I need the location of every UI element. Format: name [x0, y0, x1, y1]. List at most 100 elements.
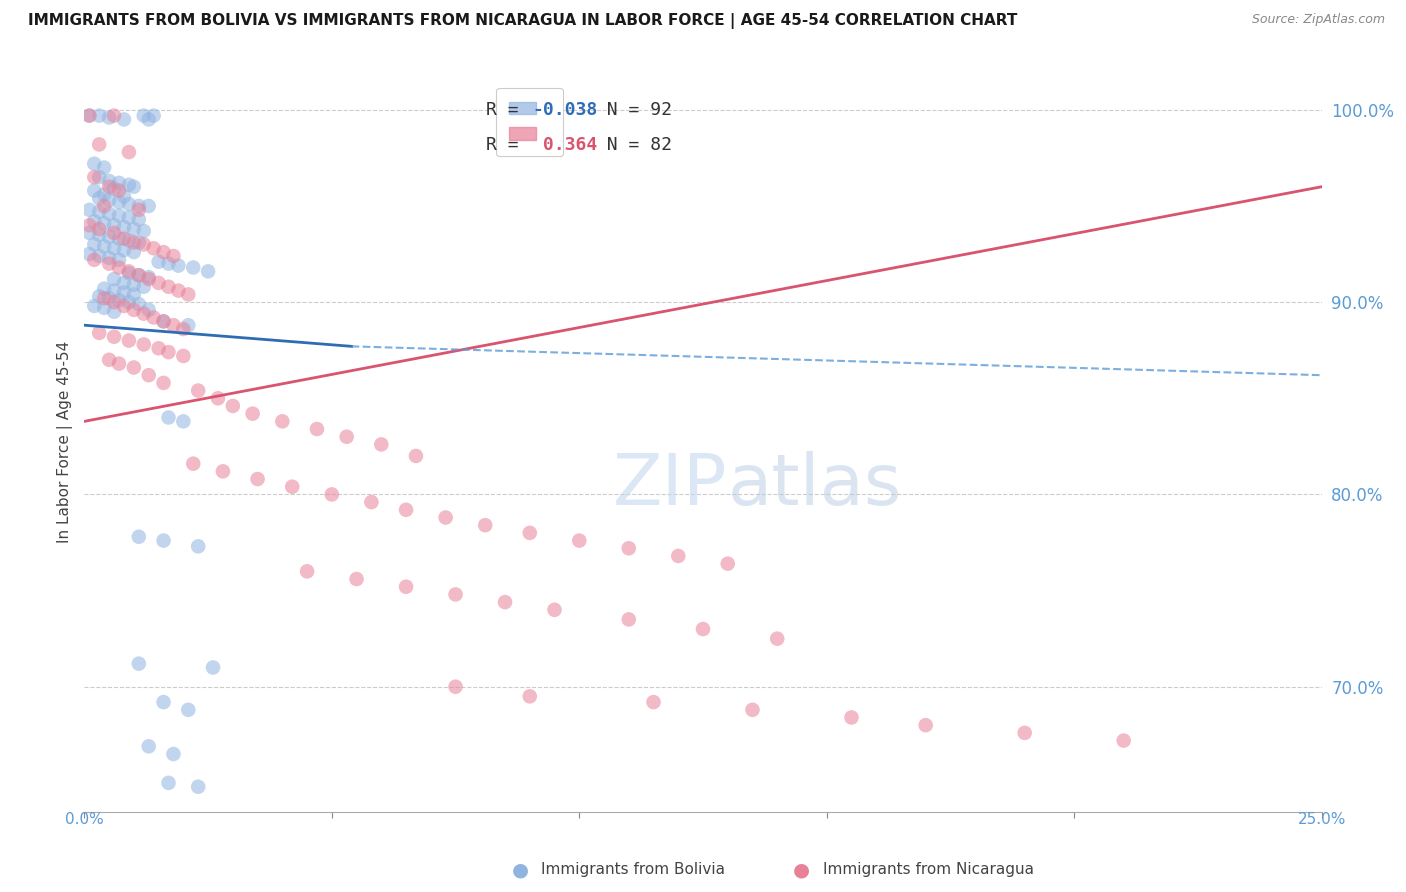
Text: 25.0%: 25.0%: [1298, 812, 1346, 827]
Immigrants from Bolivia: [98, 229, 121, 244]
Immigrants from Bolivia: [128, 657, 150, 671]
Immigrants from Nicaragua: [98, 352, 121, 367]
Immigrants from Nicaragua: [519, 690, 541, 704]
Immigrants from Nicaragua: [138, 368, 160, 383]
Immigrants from Bolivia: [98, 111, 121, 125]
Text: ZIP: ZIP: [613, 451, 728, 520]
Immigrants from Nicaragua: [841, 710, 863, 724]
Immigrants from Nicaragua: [271, 414, 294, 428]
Immigrants from Bolivia: [89, 191, 111, 205]
Text: Source: ZipAtlas.com: Source: ZipAtlas.com: [1251, 13, 1385, 27]
Immigrants from Nicaragua: [1112, 733, 1135, 747]
Immigrants from Bolivia: [83, 184, 105, 198]
Immigrants from Bolivia: [112, 220, 135, 235]
Immigrants from Bolivia: [83, 299, 105, 313]
Immigrants from Bolivia: [118, 266, 141, 280]
Immigrants from Bolivia: [98, 193, 121, 207]
Immigrants from Bolivia: [89, 289, 111, 303]
Immigrants from Nicaragua: [405, 449, 427, 463]
Immigrants from Bolivia: [93, 282, 115, 296]
Immigrants from Nicaragua: [108, 260, 131, 275]
Immigrants from Bolivia: [103, 284, 125, 298]
Immigrants from Nicaragua: [103, 330, 125, 344]
Immigrants from Nicaragua: [112, 232, 135, 246]
Immigrants from Bolivia: [93, 161, 115, 175]
Immigrants from Bolivia: [98, 291, 121, 305]
Immigrants from Bolivia: [138, 199, 160, 213]
Immigrants from Nicaragua: [112, 299, 135, 313]
Immigrants from Nicaragua: [336, 430, 359, 444]
Immigrants from Nicaragua: [167, 284, 190, 298]
Text: 0.364: 0.364: [533, 136, 598, 153]
Immigrants from Bolivia: [202, 660, 225, 674]
Immigrants from Bolivia: [112, 189, 135, 203]
Immigrants from Bolivia: [93, 187, 115, 202]
Immigrants from Bolivia: [128, 212, 150, 227]
Immigrants from Bolivia: [118, 197, 141, 211]
Immigrants from Bolivia: [98, 251, 121, 265]
Immigrants from Nicaragua: [395, 580, 418, 594]
Immigrants from Bolivia: [103, 218, 125, 232]
Immigrants from Nicaragua: [103, 295, 125, 310]
Immigrants from Bolivia: [167, 259, 190, 273]
Immigrants from Bolivia: [172, 414, 194, 428]
Immigrants from Bolivia: [138, 739, 160, 754]
Immigrants from Nicaragua: [142, 241, 165, 255]
Immigrants from Bolivia: [118, 295, 141, 310]
Immigrants from Nicaragua: [222, 399, 245, 413]
Immigrants from Nicaragua: [118, 145, 141, 160]
Immigrants from Nicaragua: [98, 257, 121, 271]
Immigrants from Nicaragua: [103, 226, 125, 240]
Immigrants from Bolivia: [157, 257, 180, 271]
Immigrants from Nicaragua: [543, 603, 565, 617]
Immigrants from Bolivia: [152, 695, 174, 709]
Immigrants from Bolivia: [103, 182, 125, 196]
Immigrants from Nicaragua: [444, 680, 467, 694]
Legend: , : ,: [496, 87, 564, 156]
Immigrants from Bolivia: [152, 314, 174, 328]
Text: -0.038: -0.038: [533, 101, 598, 119]
Text: N = 92: N = 92: [585, 101, 672, 119]
Immigrants from Nicaragua: [395, 503, 418, 517]
Immigrants from Nicaragua: [172, 349, 194, 363]
Immigrants from Bolivia: [108, 232, 131, 246]
Immigrants from Bolivia: [93, 216, 115, 230]
Immigrants from Bolivia: [108, 293, 131, 308]
Immigrants from Bolivia: [79, 202, 101, 217]
Immigrants from Nicaragua: [717, 557, 740, 571]
Immigrants from Nicaragua: [89, 326, 111, 340]
Immigrants from Nicaragua: [142, 310, 165, 325]
Immigrants from Bolivia: [128, 235, 150, 250]
Immigrants from Bolivia: [118, 211, 141, 225]
Immigrants from Nicaragua: [79, 218, 101, 232]
Immigrants from Nicaragua: [617, 541, 640, 556]
Immigrants from Nicaragua: [321, 487, 343, 501]
Immigrants from Nicaragua: [741, 703, 763, 717]
Immigrants from Nicaragua: [157, 279, 180, 293]
Immigrants from Bolivia: [108, 252, 131, 267]
Immigrants from Bolivia: [108, 209, 131, 223]
Immigrants from Bolivia: [118, 234, 141, 248]
Immigrants from Bolivia: [128, 530, 150, 544]
Immigrants from Nicaragua: [103, 109, 125, 123]
Immigrants from Bolivia: [122, 287, 145, 301]
Immigrants from Bolivia: [89, 204, 111, 219]
Immigrants from Bolivia: [122, 222, 145, 236]
Immigrants from Nicaragua: [79, 109, 101, 123]
Immigrants from Bolivia: [79, 247, 101, 261]
Immigrants from Bolivia: [177, 318, 200, 333]
Text: 0.0%: 0.0%: [65, 812, 104, 827]
Text: IMMIGRANTS FROM BOLIVIA VS IMMIGRANTS FROM NICARAGUA IN LABOR FORCE | AGE 45-54 : IMMIGRANTS FROM BOLIVIA VS IMMIGRANTS FR…: [28, 13, 1018, 29]
Immigrants from Bolivia: [89, 109, 111, 123]
Immigrants from Nicaragua: [568, 533, 591, 548]
Immigrants from Nicaragua: [617, 612, 640, 626]
Immigrants from Bolivia: [132, 279, 155, 293]
Immigrants from Nicaragua: [108, 184, 131, 198]
Immigrants from Nicaragua: [1014, 726, 1036, 740]
Immigrants from Bolivia: [128, 297, 150, 311]
Immigrants from Nicaragua: [766, 632, 789, 646]
Immigrants from Bolivia: [112, 112, 135, 127]
Immigrants from Bolivia: [122, 179, 145, 194]
Immigrants from Nicaragua: [519, 525, 541, 540]
Immigrants from Bolivia: [112, 243, 135, 257]
